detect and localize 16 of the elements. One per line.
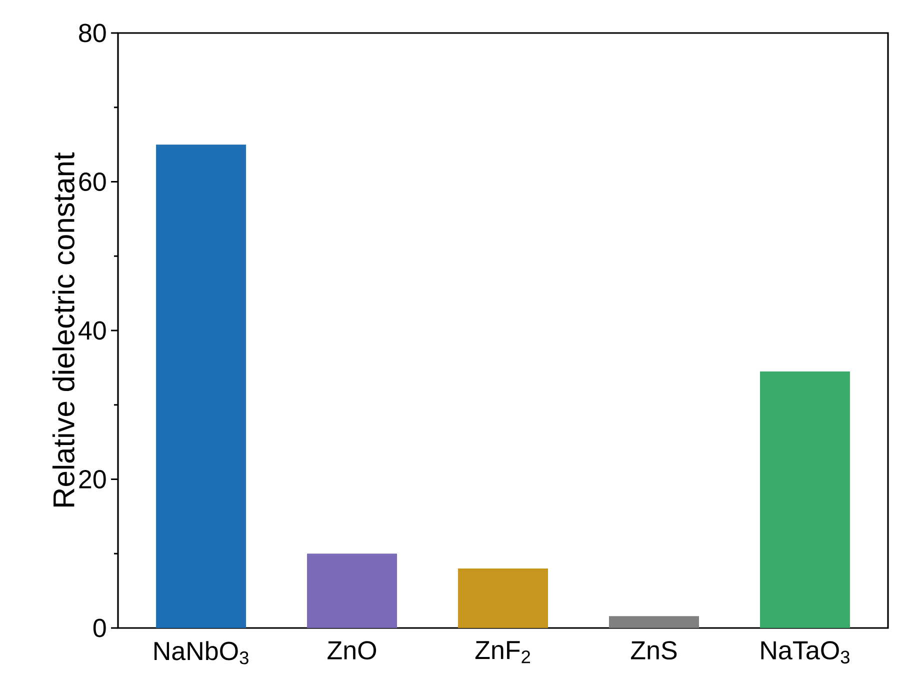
y-axis-title: Relative dielectric constant bbox=[52, 152, 74, 506]
y-tick-label: 0 bbox=[93, 618, 106, 638]
y-tick-label: 40 bbox=[78, 321, 106, 340]
x-tick-label: ZnO bbox=[328, 641, 376, 660]
y-tick-label: 80 bbox=[79, 24, 106, 42]
x-tick-label: ZnS bbox=[630, 641, 677, 660]
bar bbox=[156, 144, 246, 628]
y-tick-label: 60 bbox=[79, 172, 106, 191]
bar bbox=[307, 554, 398, 628]
bar bbox=[608, 616, 699, 628]
y-tick-label: 20 bbox=[79, 470, 106, 488]
bar bbox=[760, 371, 850, 628]
x-tick-label: NaNbO$_{3}$ bbox=[154, 641, 248, 664]
bar bbox=[458, 568, 548, 628]
x-tick-label: ZnF$_{2}$ bbox=[475, 641, 530, 664]
x-tick-label: NaTaO$_{3}$ bbox=[761, 641, 850, 664]
